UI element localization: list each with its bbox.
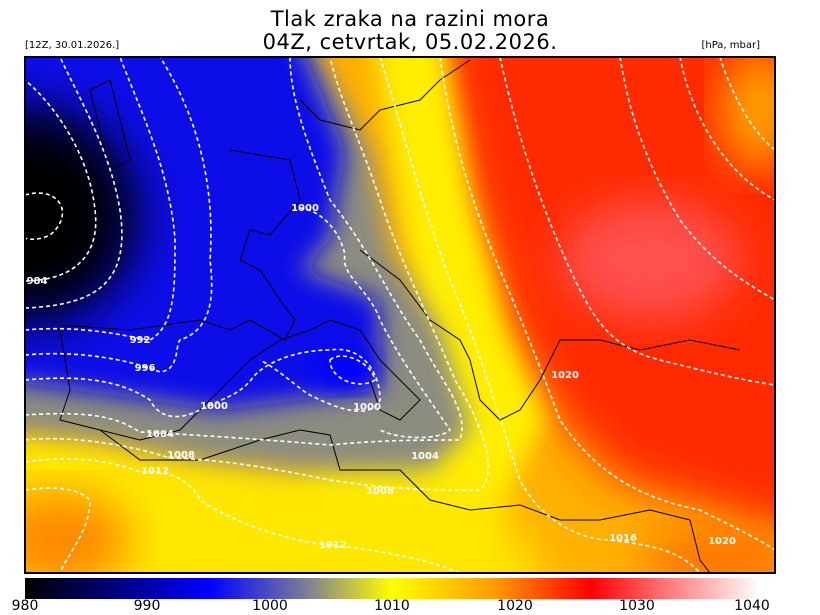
high-center [560,200,740,320]
colorbar-tick: 1020 [497,598,533,614]
map-frame [24,56,776,574]
isobar-label: 1008 [366,486,394,497]
isobar-label: 1008 [167,450,195,461]
colorbar-tick: 1040 [734,598,770,614]
colorbar-tick: 1000 [252,598,288,614]
model-run-label: [12Z, 30.01.2026.] [25,40,120,51]
isobar-labels: 1000 984 992 996 1000 1000 1004 1008 101… [27,203,736,551]
map-title: Tlak zraka na razini mora [270,7,550,31]
coastlines [59,59,741,573]
isobar-label: 992 [130,335,151,346]
map-subtitle: 04Z, cetvrtak, 05.02.2026. [262,30,558,54]
isobars [25,57,775,573]
colorbar-tick: 980 [11,598,39,614]
unit-label: [hPa, mbar] [701,40,760,51]
isobar-label: 984 [27,276,48,287]
isobar-label: 1000 [353,402,381,413]
isobar-label: 1000 [200,401,228,412]
pressure-field: 1000 984 992 996 1000 1000 1004 1008 101… [25,57,775,573]
isobar-label: 996 [135,363,156,374]
isobar-label: 1020 [551,370,579,381]
isobar-label: 1012 [319,540,347,551]
isobar-label: 1012 [141,466,169,477]
colorbar-tick: 1030 [619,598,655,614]
colorbar-tick: 1010 [374,598,410,614]
isobar-label: 1016 [609,533,637,544]
colorbar-tick: 990 [133,598,161,614]
isobar-label: 1004 [146,429,174,440]
isobar-label: 1004 [411,451,439,462]
colorbar [25,578,760,599]
isobar-label: 1020 [708,536,736,547]
pressure-map: 1000 984 992 996 1000 1000 1004 1008 101… [24,56,776,574]
isobar-label: 1000 [291,203,319,214]
